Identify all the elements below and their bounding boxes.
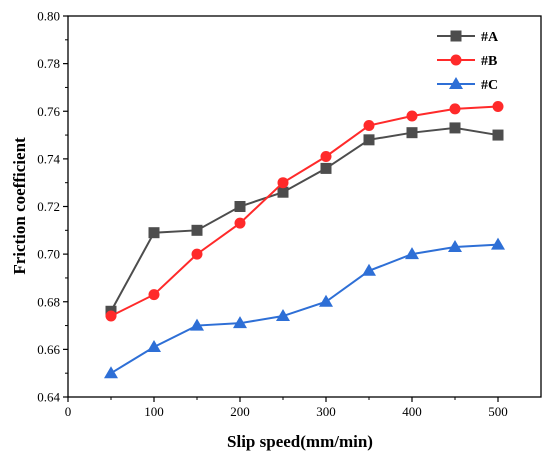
y-tick-label: 0.68	[37, 294, 60, 309]
data-point	[148, 227, 160, 239]
series-line	[110, 126, 499, 312]
x-tick-label: 300	[316, 404, 336, 419]
legend-marker	[450, 54, 462, 66]
data-point	[191, 248, 203, 260]
data-point	[105, 310, 117, 322]
legend-marker	[450, 30, 462, 42]
y-axis-label: Friction coefficient	[10, 137, 29, 275]
x-tick-label: 100	[144, 404, 164, 419]
data-point	[277, 186, 289, 198]
plot-frame	[67, 15, 542, 398]
y-tick-label: 0.66	[37, 342, 60, 357]
legend-marker	[449, 77, 463, 89]
y-tick-label: 0.74	[37, 151, 60, 166]
y-tick-label: 0.78	[37, 56, 60, 71]
data-point	[406, 110, 418, 122]
data-point	[148, 289, 160, 301]
y-tick-label: 0.72	[37, 199, 60, 214]
legend-label: #A	[481, 30, 499, 45]
legend-label: #B	[481, 54, 497, 69]
series-b	[105, 100, 504, 322]
y-tick-label: 0.76	[37, 104, 60, 119]
data-point	[320, 162, 332, 174]
data-point	[234, 201, 246, 212]
data-point	[190, 318, 204, 331]
x-tick-label: 0	[65, 404, 72, 419]
series-a	[105, 122, 504, 317]
x-tick-label: 400	[402, 404, 422, 419]
series-line	[110, 105, 499, 317]
data-point	[406, 127, 418, 139]
data-point	[104, 366, 118, 379]
data-point	[276, 309, 290, 322]
data-point	[449, 122, 461, 134]
data-point	[363, 120, 375, 132]
data-point	[449, 103, 461, 115]
data-point	[277, 177, 289, 189]
data-point	[363, 134, 375, 146]
data-point	[491, 237, 505, 250]
legend-label: #C	[481, 78, 498, 93]
data-point	[320, 150, 332, 162]
plot-layer: 0 100 200 300 400 500 0.64 0.66 0.68 0.70 0.72 0.74…	[37, 9, 542, 419]
data-point	[362, 263, 376, 276]
data-point	[191, 224, 203, 236]
data-point	[234, 217, 246, 229]
y-tick-label: 0.80	[37, 9, 60, 24]
x-tick-label: 500	[488, 404, 508, 419]
x-tick-label: 200	[230, 404, 250, 419]
data-point	[448, 239, 462, 252]
data-point	[147, 339, 161, 352]
legend: #A #B #C	[437, 30, 499, 93]
data-point	[492, 129, 504, 141]
data-point	[233, 316, 247, 329]
series-line	[110, 243, 499, 375]
data-point	[492, 100, 504, 112]
series-c	[104, 237, 505, 379]
y-tick-label: 0.70	[37, 247, 60, 262]
data-point	[319, 294, 333, 307]
data-point	[405, 247, 419, 260]
y-tick-label: 0.64	[37, 390, 60, 405]
x-axis-label: Slip speed(mm/min)	[227, 432, 373, 451]
